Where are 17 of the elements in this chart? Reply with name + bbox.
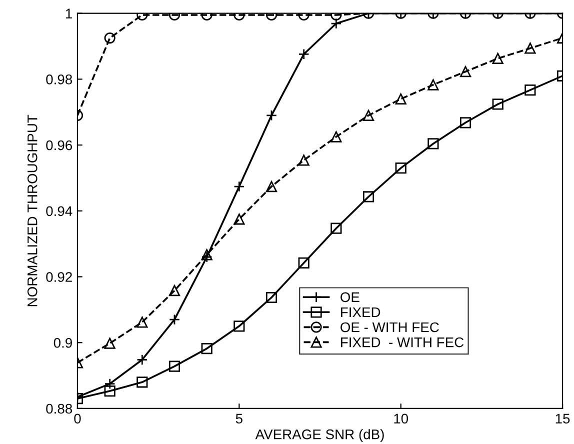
legend-label: FIXED	[341, 307, 380, 318]
x-axis-title: AVERAGE SNR (dB)	[255, 429, 384, 442]
y-tick-label: 1	[66, 8, 72, 18]
x-tick-label: 15	[556, 414, 570, 424]
x-tick-label: 5	[236, 414, 242, 424]
x-tick-label: 0	[74, 414, 81, 424]
y-axis-title: NORMALIZED THROUGHPUT	[27, 114, 38, 306]
y-tick-label: 0.94	[46, 206, 72, 216]
x-tick-label: 10	[394, 414, 408, 424]
legend-label: OE	[340, 292, 360, 302]
y-tick-label: 0.92	[46, 272, 72, 282]
y-tick-label: 0.88	[46, 404, 72, 414]
y-tick-label: 0.98	[46, 74, 72, 84]
y-tick-label: 0.9	[54, 338, 72, 348]
y-tick-label: 0.96	[46, 140, 72, 150]
legend-label: FIXED - WITH FEC	[341, 337, 464, 348]
legend-label: OE - WITH FEC	[340, 322, 439, 332]
